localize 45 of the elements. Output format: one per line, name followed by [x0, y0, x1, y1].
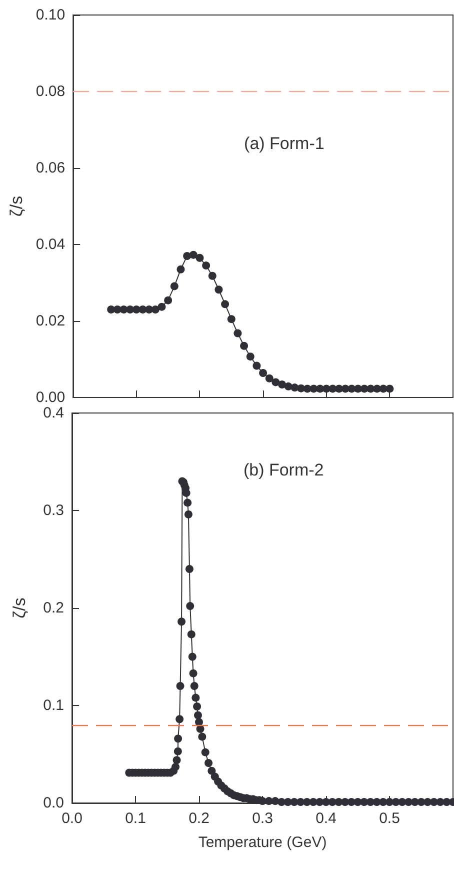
point [272, 378, 280, 386]
point [176, 265, 185, 274]
x-tick-label: 0.5 [379, 810, 400, 827]
y-tick-label: 0.04 [36, 236, 66, 253]
y-tick-label: 0.08 [36, 83, 66, 100]
y-tick-label: 0.1 [43, 697, 64, 714]
point [126, 306, 134, 314]
point [208, 272, 216, 280]
point [164, 296, 172, 304]
point [278, 380, 286, 388]
point [214, 286, 223, 294]
y-tick-label: 0.02 [36, 312, 66, 330]
x-tick-label: 0.0 [62, 810, 82, 827]
point [227, 315, 236, 324]
y-axis-title: ζ/s [10, 598, 29, 618]
x-tick-label: 0.1 [125, 810, 146, 827]
y-axis-title: ζ/s [7, 196, 26, 217]
x-axis-title: Temperature (GeV) [198, 834, 327, 851]
y-tick-label: 0.00 [36, 389, 66, 406]
x-tick-label: 0.4 [316, 810, 336, 827]
point [202, 262, 210, 270]
point [234, 329, 242, 338]
point [221, 300, 230, 308]
x-tick-label: 0.2 [188, 810, 210, 827]
y-tick-label: 0.0 [43, 794, 64, 812]
point [259, 369, 268, 378]
y-tick-label: 0.4 [43, 404, 64, 422]
point [151, 306, 160, 314]
annotation: (a) Form-1 [244, 134, 324, 154]
point [240, 342, 248, 350]
point [252, 362, 261, 370]
y-tick-label: 0.2 [43, 600, 64, 616]
point [196, 254, 204, 262]
point [183, 252, 192, 260]
x-tick-label: 0.3 [252, 810, 273, 827]
y-tick-label: 0.10 [36, 6, 66, 24]
y-tick-label: 0.06 [36, 160, 66, 176]
point [265, 374, 274, 382]
point [158, 302, 166, 311]
y-tick-label: 0.3 [43, 502, 64, 519]
point [189, 250, 198, 259]
point [170, 282, 178, 290]
point [386, 384, 394, 393]
point [246, 352, 254, 361]
annotation: (b) Form-2 [243, 460, 324, 480]
